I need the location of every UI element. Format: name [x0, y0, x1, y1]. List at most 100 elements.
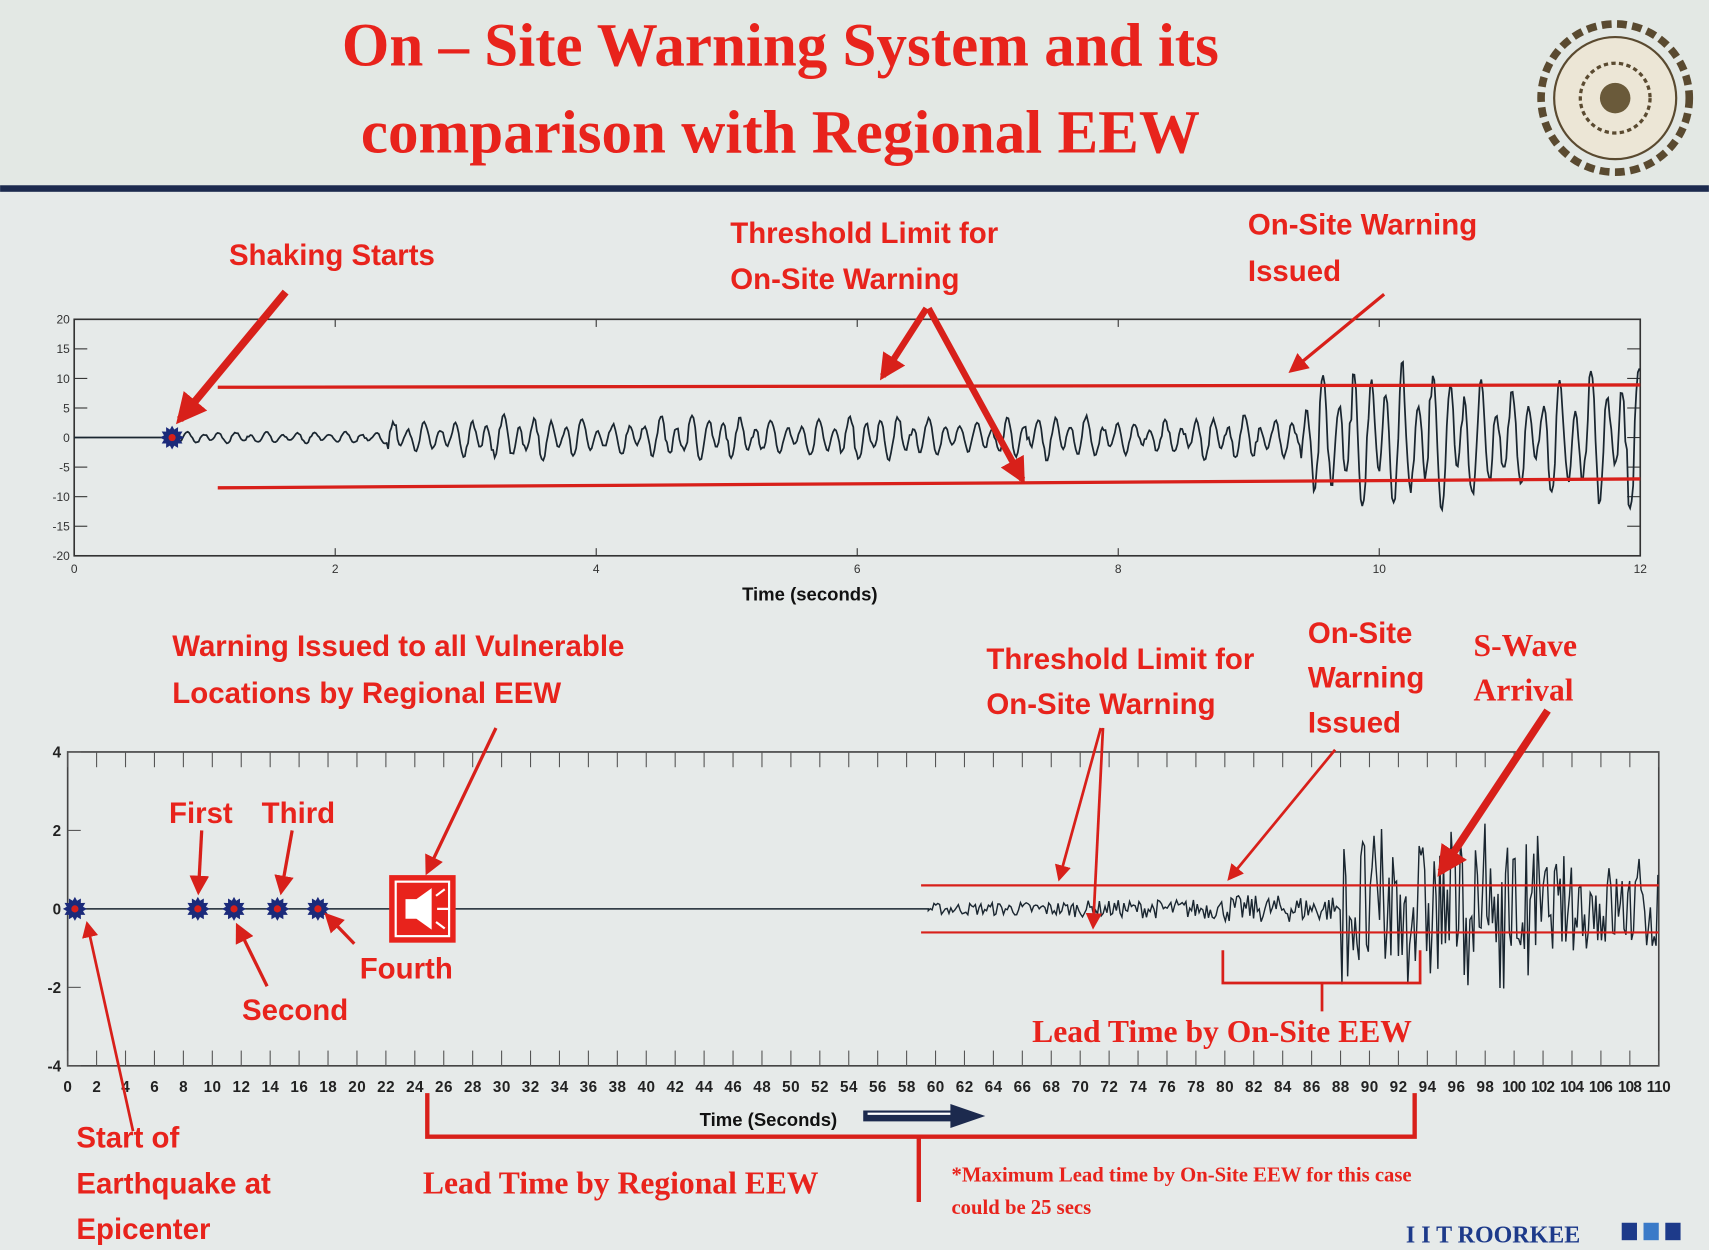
bottom-x-tick-label: 14 [261, 1079, 279, 1096]
bottom-x-tick-label: 98 [1476, 1079, 1494, 1096]
bottom-x-tick-label: 16 [290, 1079, 307, 1096]
bottom-onsite-label-1: On-Site [1308, 617, 1413, 650]
title-line-1: On – Site Warning System and its [342, 12, 1219, 79]
top-threshold-lower [217, 477, 1641, 490]
station-trigger-star-icon [305, 896, 330, 921]
bottom-x-tick-label: 24 [406, 1079, 424, 1096]
bottom-y-tick-label: -2 [48, 980, 62, 997]
bottom-x-tick-label: 56 [869, 1079, 886, 1096]
bottom-x-tick-label: 106 [1589, 1079, 1613, 1096]
station-trigger-star-icon [185, 896, 210, 921]
shaking-start-marker [160, 425, 185, 450]
bottom-seismogram-trace [67, 823, 1659, 989]
bottom-x-tick-label: 8 [179, 1079, 188, 1096]
bottom-x-tick-label: 10 [204, 1079, 221, 1096]
top-x-tick-label: 2 [332, 562, 339, 576]
bottom-x-tick-label: 66 [1014, 1079, 1031, 1096]
top-y-tick-label: 0 [63, 431, 70, 445]
bottom-x-axis-label: Time (Seconds) [700, 1109, 838, 1130]
bottom-x-tick-label: 30 [493, 1079, 510, 1096]
bottom-x-tick-label: 28 [464, 1079, 482, 1096]
bottom-x-tick-label: 70 [1071, 1079, 1088, 1096]
bottom-onsite-label-3: Issued [1308, 706, 1401, 739]
top-x-tick-label: 10 [1373, 562, 1387, 576]
bottom-x-tick-label: 68 [1043, 1079, 1061, 1096]
iit-logo [1537, 20, 1694, 177]
bottom-x-tick-label: 58 [898, 1079, 916, 1096]
bottom-x-tick-label: 50 [782, 1079, 799, 1096]
footnote-line-1: *Maximum Lead time by On-Site EEW for th… [951, 1164, 1411, 1186]
footer-brand: I I T ROORKEE [1406, 1222, 1580, 1248]
bottom-x-tick-label: 54 [840, 1079, 858, 1096]
shaking-start-star-icon [160, 425, 185, 450]
top-issued-label-1: On-Site Warning [1248, 208, 1477, 241]
top-threshold-upper [217, 383, 1641, 389]
onsite-lead-time-label: Lead Time by On-Site EEW [1032, 1014, 1412, 1049]
bottom-x-tick-label: 42 [666, 1079, 683, 1096]
station-trigger-star-icon [222, 896, 246, 921]
regional-lead-time-bracket [425, 1093, 1417, 1203]
bottom-x-tick-label: 96 [1448, 1079, 1465, 1096]
top-x-tick-label: 8 [1115, 562, 1122, 576]
bottom-x-tick-label: 6 [150, 1079, 158, 1096]
bottom-x-tick-label: 60 [927, 1079, 944, 1096]
bottom-x-tick-label: 48 [753, 1079, 771, 1096]
bottom-x-tick-label: 88 [1332, 1079, 1350, 1096]
bottom-x-tick-label: 26 [435, 1079, 452, 1096]
bottom-threshold-label-1: Threshold Limit for [986, 643, 1254, 676]
bottom-onsite-arrow [1227, 748, 1337, 881]
onsite-lead-time-bracket [1221, 950, 1422, 1012]
bottom-x-tick-label: 72 [1100, 1079, 1117, 1096]
top-y-tick-label: -15 [53, 520, 71, 534]
top-y-tick-label: 15 [57, 342, 71, 356]
bottom-y-tick-label: -4 [48, 1058, 62, 1075]
speaker-alarm-icon [389, 875, 456, 943]
bottom-threshold-label-2: On-Site Warning [986, 688, 1215, 721]
bottom-x-tick-label: 64 [985, 1079, 1003, 1096]
bottom-chart: 0 2 4 6 8 10 12 14 16 18 20 22 24 26 28 30 32 34 36 38 40 42 4… [48, 744, 1671, 1129]
top-threshold-label-2: On-Site Warning [730, 263, 959, 296]
fourth-station-arrow [324, 912, 356, 945]
bottom-x-tick-label: 4 [121, 1079, 130, 1096]
bottom-x-tick-label: 18 [319, 1079, 337, 1096]
bottom-x-tick-label: 36 [580, 1079, 597, 1096]
top-x-tick-label: 12 [1634, 562, 1648, 576]
epicenter-arrow [82, 920, 135, 1132]
bottom-x-tick-label: 20 [348, 1079, 365, 1096]
bottom-y-tick-label: 2 [53, 823, 61, 840]
epicenter-label-1: Start of [76, 1122, 179, 1155]
bottom-threshold-arrow-lower [1085, 727, 1105, 930]
epicenter-star-icon [62, 896, 87, 921]
bottom-x-tick-label: 86 [1303, 1079, 1320, 1096]
title-divider [0, 185, 1709, 192]
bottom-x-tick-label: 34 [551, 1079, 569, 1096]
bottom-x-tick-label: 44 [695, 1079, 713, 1096]
station-trigger-star-icon [265, 896, 290, 921]
brand-squares-icon [1621, 1222, 1681, 1241]
top-y-tick-label: -20 [53, 549, 71, 563]
bottom-x-tick-label: 90 [1361, 1079, 1378, 1096]
bottom-x-tick-label: 12 [233, 1079, 250, 1096]
third-station-label: Third [262, 797, 336, 830]
top-threshold-arrow-upper [879, 306, 930, 381]
top-y-tick-label: -10 [53, 490, 71, 504]
top-x-tick-label: 4 [593, 562, 600, 576]
fourth-station-label: Fourth [360, 953, 453, 986]
second-station-label: Second [242, 994, 348, 1027]
bottom-x-tick-label: 94 [1419, 1079, 1437, 1096]
top-threshold-label-1: Threshold Limit for [730, 217, 998, 250]
bottom-x-tick-label: 82 [1245, 1079, 1262, 1096]
top-seismogram-trace [74, 360, 1641, 513]
bottom-x-tick-label: 38 [609, 1079, 627, 1096]
bottom-x-tick-label: 108 [1618, 1079, 1642, 1096]
time-direction-arrow-icon [863, 1103, 986, 1128]
bottom-y-tick-label: 4 [53, 744, 62, 761]
top-issued-label-2: Issued [1248, 255, 1341, 288]
bottom-x-tick-label: 84 [1274, 1079, 1292, 1096]
first-station-label: First [169, 797, 233, 830]
top-x-tick-label: 0 [71, 562, 78, 576]
bottom-y-tick-label: 0 [53, 901, 61, 918]
bottom-x-tick-label: 62 [956, 1079, 973, 1096]
s-wave-arrow [1437, 708, 1551, 877]
